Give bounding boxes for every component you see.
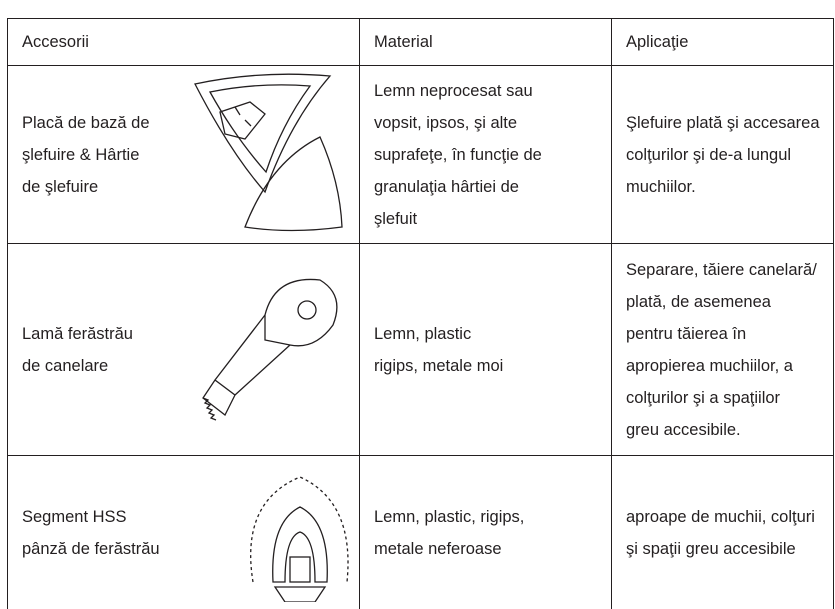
table-cell: Placă de bază de şlefuire & Hârtie de şlef…	[8, 66, 188, 243]
cell-text: Material	[374, 33, 433, 51]
table-cell: Material	[360, 19, 610, 65]
border	[833, 18, 834, 609]
cell-text: vopsit, ipsos, şi alte	[374, 113, 518, 132]
cell-text: şi spaţii greu accesibile	[626, 539, 796, 558]
table-cell: aproape de muchii, colţuri şi spaţii greu…	[612, 456, 833, 609]
segment-blade-illustration	[250, 476, 349, 602]
cell-text: Aplicaţie	[626, 33, 689, 51]
table-cell: Aplicaţie	[612, 19, 833, 65]
cell-text: Lemn, plastic, rigips,	[374, 507, 525, 526]
cell-text: colţurilor şi a spaţiilor	[626, 388, 781, 407]
cell-text: suprafeţe, în funcţie de	[374, 145, 542, 164]
cell-text: şlefuire & Hârtie	[22, 145, 140, 164]
cell-text: Lemn, plastic	[374, 324, 472, 343]
cell-text: rigips, metale moi	[374, 356, 504, 375]
table-cell: Lemn, plastic rigips, metale moi	[360, 244, 610, 455]
table-cell: Lamă ferăstrău de canelare	[8, 244, 188, 455]
cell-text: Separare, tăiere canelară/	[626, 260, 817, 279]
cell-text: Lamă ferăstrău	[22, 324, 133, 343]
table-cell: Lemn, plastic, rigips, metale neferoase	[360, 456, 610, 609]
cell-text: Şlefuire plată şi accesarea	[626, 113, 820, 132]
plunge-blade-illustration	[202, 278, 338, 421]
cell-text: Accesorii	[22, 33, 89, 51]
cell-text: colţurilor şi de-a lungul	[626, 145, 792, 164]
cell-text: granulaţia hârtiei de	[374, 177, 519, 196]
border	[7, 243, 834, 244]
sanding-plate-illustration	[194, 73, 343, 232]
table-cell: Separare, tăiere canelară/plată, de asem…	[612, 244, 833, 455]
cell-text: pânză de ferăstrău	[22, 539, 160, 558]
table-cell: Segment HSS pânză de ferăstrău	[8, 456, 188, 609]
cell-text: muchiilor.	[626, 177, 696, 196]
cell-text: pentru tăierea în	[626, 324, 747, 343]
border	[7, 65, 834, 66]
table-cell: Lemn neprocesat sau vopsit, ipsos, şi alt…	[360, 66, 610, 243]
border	[611, 18, 612, 609]
cell-text: metale neferoase	[374, 539, 502, 558]
border	[7, 455, 834, 456]
border	[359, 18, 360, 609]
cell-text: greu accesibile.	[626, 420, 741, 439]
cell-text: Lemn neprocesat sau	[374, 81, 533, 100]
border	[7, 18, 8, 609]
cell-text: de şlefuire	[22, 177, 99, 196]
cell-text: Placă de bază de	[22, 113, 150, 132]
border	[7, 18, 834, 19]
cell-text: de canelare	[22, 356, 109, 375]
table-cell: Şlefuire plată şi accesarea colţurilor şi…	[612, 66, 833, 243]
cell-text: apropierea muchiilor, a	[626, 356, 793, 375]
cell-text: Segment HSS	[22, 507, 127, 526]
cell-text: plată, de asemenea	[626, 292, 771, 311]
table-cell: Accesorii	[8, 19, 188, 65]
cell-text: şlefuit	[374, 209, 418, 228]
cell-text: aproape de muchii, colţuri	[626, 507, 815, 526]
